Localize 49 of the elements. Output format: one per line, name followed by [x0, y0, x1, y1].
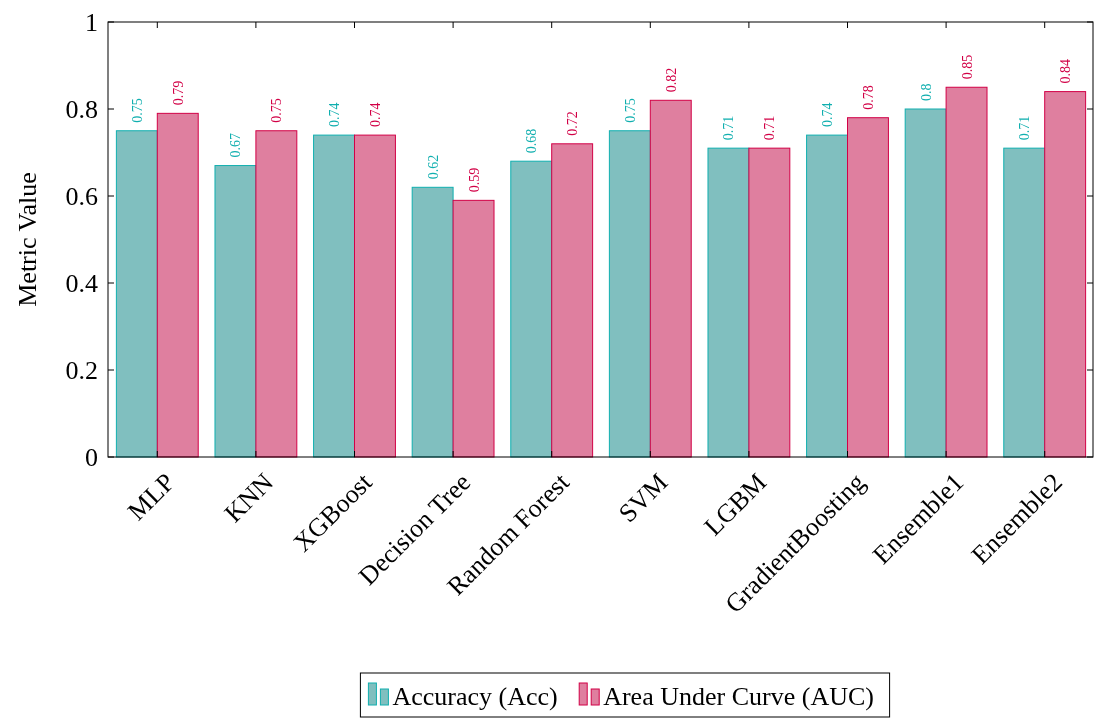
data-label: 0.78: [860, 85, 876, 110]
y-axis-title: Metric Value: [13, 172, 42, 307]
bar: [411, 186, 454, 458]
bar: [156, 112, 199, 458]
bar: [354, 134, 396, 458]
data-label: 0.75: [129, 98, 145, 123]
bar: [1044, 91, 1087, 458]
bar: [255, 130, 298, 458]
bar: [847, 117, 889, 458]
bar: [806, 134, 848, 458]
data-label: 0.84: [1058, 59, 1074, 84]
y-tick-label: 0.8: [65, 95, 98, 125]
data-label: 0.8: [918, 83, 934, 101]
data-label: 0.71: [721, 115, 737, 141]
data-label: 0.74: [367, 102, 383, 128]
y-tick-label: 0.4: [65, 269, 98, 299]
bar: [707, 147, 750, 458]
bar: [214, 165, 257, 458]
bar: [649, 99, 692, 458]
data-label: 0.74: [327, 102, 343, 128]
data-label: 0.71: [762, 115, 778, 141]
y-tick-label: 0: [85, 443, 98, 473]
legend-label: Accuracy (Acc): [392, 682, 558, 711]
data-label: 0.79: [170, 80, 186, 106]
data-label: 0.62: [425, 154, 441, 180]
y-tick-label: 0.2: [65, 356, 98, 386]
y-tick-label: 1: [85, 8, 98, 38]
bar: [551, 143, 594, 458]
data-label: 0.75: [269, 98, 285, 123]
y-tick-label: 0.6: [65, 182, 98, 212]
data-label: 0.75: [622, 98, 638, 123]
bar: [945, 86, 988, 458]
data-label: 0.82: [663, 67, 679, 93]
bar: [452, 199, 495, 458]
bar: [313, 134, 355, 458]
bar: [115, 130, 158, 458]
data-label: 0.67: [228, 133, 244, 158]
data-label: 0.74: [820, 102, 836, 128]
data-label: 0.71: [1017, 115, 1033, 141]
bar: [608, 130, 651, 458]
data-label: 0.72: [565, 111, 581, 136]
bar: [510, 160, 553, 458]
bar: [1003, 147, 1046, 458]
data-label: 0.85: [959, 54, 975, 80]
bar: [904, 108, 947, 458]
bar: [748, 147, 791, 458]
data-label: 0.68: [524, 128, 540, 154]
legend-label: Area Under Curve (AUC): [603, 682, 874, 711]
data-label: 0.59: [466, 167, 482, 193]
